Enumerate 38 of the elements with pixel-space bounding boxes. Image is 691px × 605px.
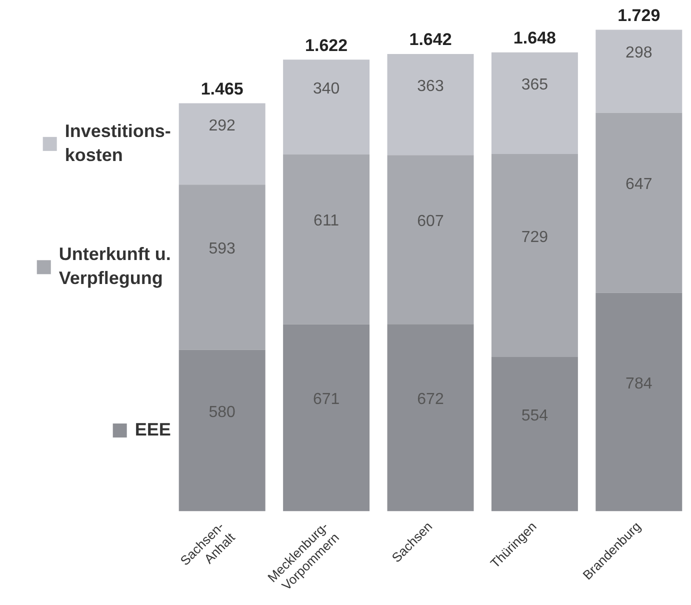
bar (491, 154, 578, 357)
bar (178, 103, 266, 185)
bar (178, 184, 266, 350)
total-label: 1.648 (513, 28, 556, 48)
data-label: 593 (208, 240, 236, 258)
bar (596, 30, 682, 113)
legend-label: Investitions-kosten (64, 120, 171, 165)
bar (596, 112, 682, 293)
data-label: 647 (626, 176, 652, 194)
data-label: 298 (626, 44, 652, 62)
data-label: 363 (417, 78, 444, 95)
bar (283, 60, 370, 154)
data-label: 607 (417, 213, 444, 230)
legend-label: EEE (134, 419, 171, 440)
total-label: 1.729 (618, 6, 660, 25)
data-label: 365 (521, 76, 548, 94)
bar (283, 324, 370, 512)
bar (491, 356, 578, 512)
legend-label: Unterkunft u. Verpflegung (58, 244, 171, 288)
data-label: 671 (312, 391, 340, 408)
total-label: 1.465 (200, 79, 244, 98)
data-label: 554 (521, 408, 548, 425)
data-label: 729 (521, 228, 548, 246)
bar (596, 292, 682, 512)
data-label: 784 (626, 375, 652, 392)
bar (283, 154, 370, 324)
bar (387, 324, 474, 512)
data-label: 672 (417, 391, 444, 408)
data-label: 611 (314, 212, 340, 230)
data-label: 340 (312, 80, 340, 98)
bar (178, 350, 266, 512)
total-label: 1.622 (305, 36, 348, 55)
data-label: 292 (208, 117, 236, 134)
bar (491, 52, 578, 154)
total-label: 1.642 (409, 30, 452, 50)
bar (387, 54, 474, 156)
data-label: 580 (208, 404, 236, 421)
bar (387, 155, 474, 324)
